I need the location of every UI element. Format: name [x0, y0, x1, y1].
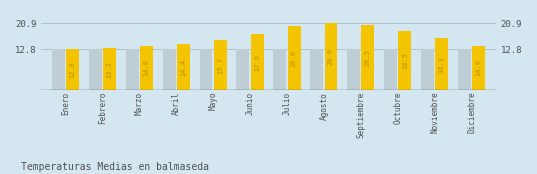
Bar	[163, 49, 176, 90]
Text: 18.5: 18.5	[402, 52, 408, 69]
Bar	[52, 49, 65, 90]
Bar	[214, 40, 227, 90]
Bar	[103, 48, 116, 90]
Bar	[472, 46, 485, 90]
Bar	[288, 26, 301, 90]
Text: Temperaturas Medias en balmaseda: Temperaturas Medias en balmaseda	[21, 162, 209, 172]
Text: 15.7: 15.7	[217, 57, 223, 74]
Bar	[347, 49, 360, 90]
Text: 20.0: 20.0	[291, 50, 297, 67]
Bar	[384, 49, 397, 90]
Text: 20.9: 20.9	[328, 48, 334, 65]
Bar	[200, 49, 213, 90]
Bar	[273, 49, 286, 90]
Text: 13.2: 13.2	[106, 61, 112, 78]
Bar	[361, 25, 374, 90]
Bar	[458, 49, 471, 90]
Bar	[89, 49, 101, 90]
Bar	[398, 31, 411, 90]
Text: 17.6: 17.6	[254, 54, 260, 71]
Bar	[140, 46, 153, 90]
Text: 16.3: 16.3	[439, 56, 445, 73]
Bar	[126, 49, 139, 90]
Bar	[421, 49, 434, 90]
Text: 20.5: 20.5	[365, 49, 371, 66]
Bar	[66, 49, 79, 90]
Bar	[436, 38, 448, 90]
Text: 14.0: 14.0	[476, 60, 482, 77]
Bar	[324, 23, 337, 90]
Bar	[177, 44, 190, 90]
Bar	[236, 49, 249, 90]
Text: 14.4: 14.4	[180, 59, 186, 76]
Bar	[310, 49, 323, 90]
Text: 12.8: 12.8	[69, 61, 76, 78]
Bar	[251, 34, 264, 90]
Text: 14.0: 14.0	[143, 60, 149, 77]
